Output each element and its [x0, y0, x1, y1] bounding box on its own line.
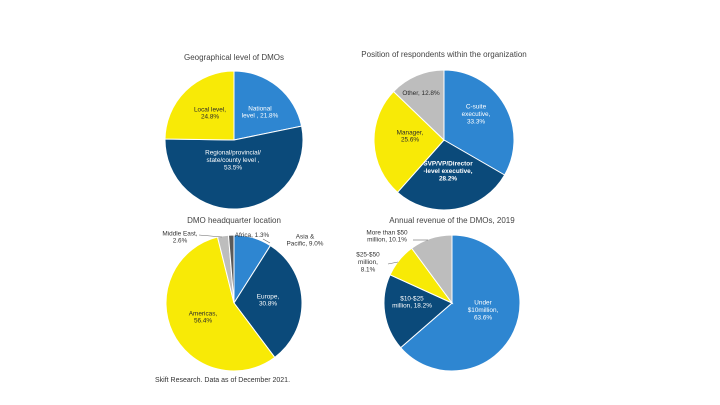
slice-label: Under $10million, 63.6% [468, 300, 499, 322]
slice-label: More than $50 million, 10.1% [366, 229, 408, 243]
chart-title: Position of respondents within the organ… [361, 50, 526, 59]
pie-slice [410, 234, 453, 305]
slice-label: National level , 21.8% [242, 105, 279, 119]
pie-chart-1: Geographical level of DMOs National level … [164, 53, 304, 210]
slice-label: Asia & Pacific, 9.0% [287, 233, 324, 247]
slice-label: $10-$25 million, 18.2% [392, 295, 432, 309]
pie-slice [383, 274, 453, 349]
pie-slice [400, 234, 521, 372]
chart-title: Geographical level of DMOs [184, 53, 284, 62]
slice-label: Africa, 1.3% [235, 232, 270, 239]
source-note: Skift Research. Data as of December 2021… [155, 377, 291, 384]
pie-slice [227, 234, 235, 304]
slice-label: Other, 12.8% [402, 90, 440, 97]
slice-label: Regional/provincial/state/county level ,… [205, 150, 261, 172]
pie-slice [392, 69, 445, 142]
pie-chart-4: Annual revenue of the DMOs, 2019 Under $10… [356, 216, 521, 372]
pie-chart-3: DMO headquarter location Asia & Pacific, 9… [162, 216, 324, 372]
pie-slice [396, 139, 506, 211]
slice-label: Middle East, 2.6% [162, 230, 197, 244]
pie-slice [164, 125, 304, 210]
slice-label: Manager, 25.6% [397, 129, 424, 143]
pie-slice [233, 244, 303, 359]
slice-label: $25-$50 million, 8.1% [356, 252, 380, 274]
pie-slice [165, 236, 276, 372]
leader-line [387, 261, 399, 265]
leader-line [262, 238, 271, 244]
pie-slice [443, 69, 515, 176]
pie-slice [233, 70, 303, 141]
leader-line [198, 234, 223, 238]
pie-slice [164, 70, 235, 141]
pie-slice [373, 90, 445, 194]
chart-title: Annual revenue of the DMOs, 2019 [389, 216, 515, 225]
slice-label: C-suite executive, 33.3% [462, 104, 491, 126]
slice-label: SVP/VP/Director -level executive, 28.2% [423, 161, 473, 183]
slice-label: Americas, 56.4% [189, 310, 218, 324]
pie-chart-2: Position of respondents within the organ… [361, 50, 527, 211]
slice-label: Europe, 30.8% [257, 293, 280, 307]
slice-label: Local level, 24.8% [194, 106, 226, 120]
chart-title: DMO headquarter location [187, 216, 281, 225]
